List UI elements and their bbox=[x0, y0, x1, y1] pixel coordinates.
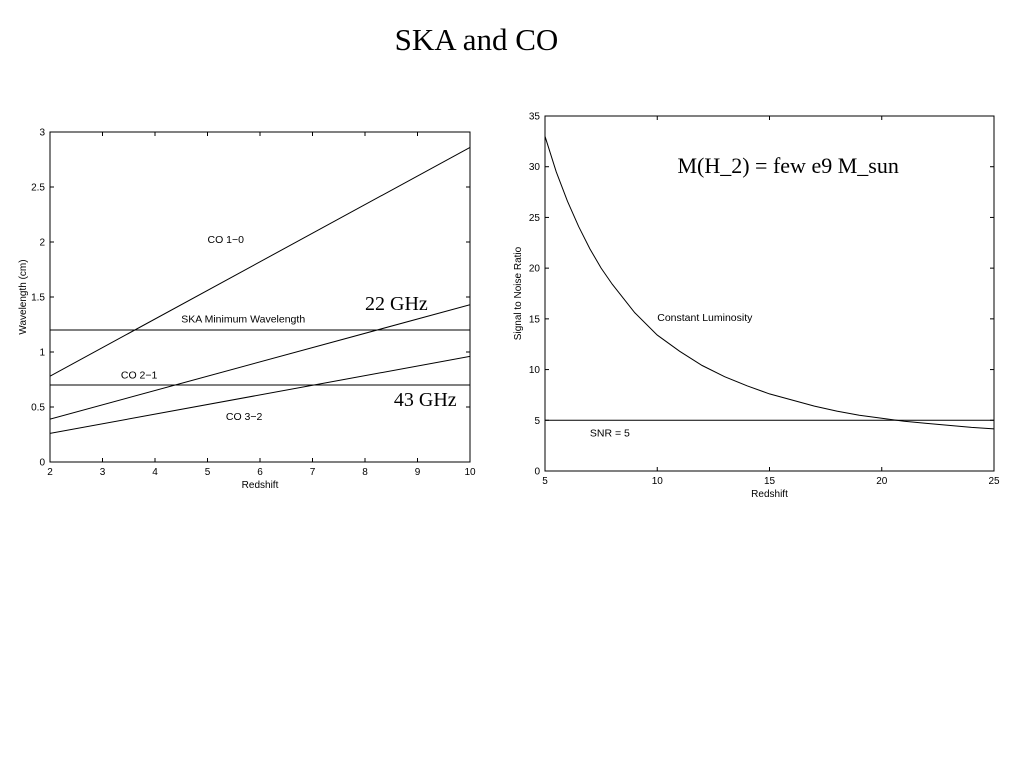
y-tick-label: 2 bbox=[39, 238, 45, 249]
x-tick-label: 10 bbox=[464, 467, 476, 478]
y-tick-label: 0 bbox=[39, 458, 45, 469]
x-tick-label: 15 bbox=[764, 476, 776, 487]
y-tick-label: 15 bbox=[529, 314, 541, 325]
annotation-label: SNR = 5 bbox=[590, 428, 630, 440]
y-axis-label: Signal to Noise Ratio bbox=[513, 246, 524, 340]
x-tick-label: 20 bbox=[876, 476, 888, 487]
x-tick-label: 4 bbox=[152, 467, 158, 478]
x-axis-label: Redshift bbox=[751, 489, 788, 500]
series-co-1-0 bbox=[50, 146, 470, 377]
y-tick-label: 0.5 bbox=[31, 403, 45, 414]
series-constant-luminosity bbox=[545, 136, 994, 430]
y-tick-label: 20 bbox=[529, 264, 541, 275]
x-tick-label: 6 bbox=[257, 467, 263, 478]
y-tick-label: 5 bbox=[534, 416, 540, 427]
annotation-label: 43 GHz bbox=[394, 389, 457, 411]
annotation-label: CO 2−1 bbox=[121, 369, 158, 381]
y-tick-label: 2.5 bbox=[31, 183, 45, 194]
y-tick-label: 3 bbox=[39, 128, 45, 139]
annotation-label: 22 GHz bbox=[365, 293, 428, 315]
series-co-3-2 bbox=[50, 355, 470, 434]
x-tick-label: 10 bbox=[652, 476, 664, 487]
y-tick-label: 35 bbox=[529, 112, 541, 123]
x-tick-label: 5 bbox=[205, 467, 211, 478]
y-tick-label: 10 bbox=[529, 365, 541, 376]
annotation-label: CO 1−0 bbox=[208, 234, 245, 246]
annotation-label: Constant Luminosity bbox=[657, 312, 753, 324]
y-tick-label: 30 bbox=[529, 162, 541, 173]
x-tick-label: 8 bbox=[362, 467, 368, 478]
x-tick-label: 2 bbox=[47, 467, 53, 478]
x-tick-label: 9 bbox=[415, 467, 421, 478]
x-tick-label: 7 bbox=[310, 467, 316, 478]
annotation-label: M(H_2) = few e9 M_sun bbox=[677, 153, 898, 178]
x-axis-label: Redshift bbox=[242, 480, 279, 491]
y-tick-label: 25 bbox=[529, 213, 541, 224]
x-tick-label: 5 bbox=[542, 476, 548, 487]
slide-title: SKA and CO bbox=[394, 22, 559, 57]
y-tick-label: 0 bbox=[534, 467, 540, 478]
wavelength-chart: 2 3 4 5 6 7 8 9 10 0 0.5 1 1.5 2 2.5 3 Redshift Wavelengt… bbox=[18, 128, 476, 492]
series-group bbox=[545, 136, 994, 430]
x-tick-label: 25 bbox=[988, 476, 1000, 487]
y-axis-label: Wavelength (cm) bbox=[18, 259, 29, 334]
series-co-2-1 bbox=[50, 304, 470, 420]
annotation-label: SKA Minimum Wavelength bbox=[181, 313, 305, 325]
y-tick-label: 1 bbox=[39, 348, 45, 359]
series-group bbox=[50, 146, 470, 434]
y-tick-label: 1.5 bbox=[31, 293, 45, 304]
annotation-label: CO 3−2 bbox=[226, 411, 263, 423]
x-tick-label: 3 bbox=[100, 467, 106, 478]
